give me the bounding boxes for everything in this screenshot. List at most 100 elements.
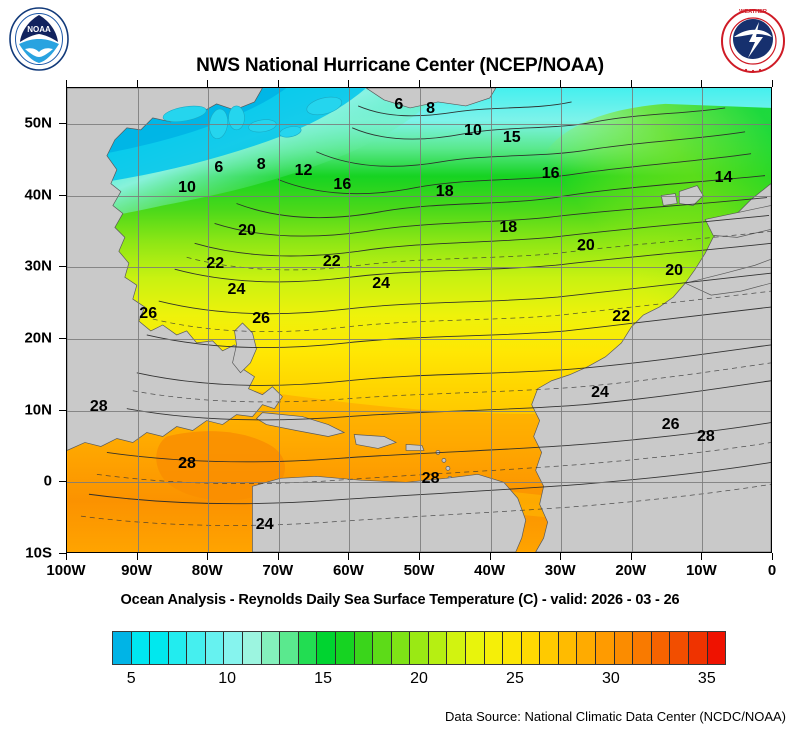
colorbar-cell[interactable]: [113, 632, 132, 664]
colorbar-cell[interactable]: [651, 632, 671, 664]
y-axis-label: 10S: [25, 544, 52, 562]
x-axis-tick: [630, 80, 632, 87]
x-axis-tick: [277, 553, 279, 560]
x-axis-label: 20W: [615, 562, 647, 579]
colorbar-cell[interactable]: [707, 632, 726, 664]
contour-label: 28: [421, 469, 440, 487]
gridline-vertical: [631, 88, 633, 552]
colorbar-cell[interactable]: [373, 632, 392, 664]
contour-label: 20: [665, 261, 684, 279]
x-axis-tick: [630, 553, 632, 560]
colorbar-cell[interactable]: [317, 632, 336, 664]
y-axis-label: 50N: [24, 114, 52, 132]
colorbar-cell[interactable]: [484, 632, 504, 664]
colorbar-cell[interactable]: [503, 632, 522, 664]
y-axis-label: 30N: [24, 257, 52, 275]
colorbar-cell[interactable]: [540, 632, 559, 664]
x-axis-label: 40W: [474, 562, 506, 579]
colorbar-cell[interactable]: [428, 632, 448, 664]
colorbar-cell[interactable]: [224, 632, 244, 664]
colorbar-cell[interactable]: [168, 632, 188, 664]
colorbar-cell[interactable]: [447, 632, 466, 664]
colorbar-cell[interactable]: [261, 632, 281, 664]
gridline-vertical: [349, 88, 351, 552]
colorbar-cell[interactable]: [521, 632, 541, 664]
contour-label: 22: [612, 308, 631, 326]
x-axis-tick: [348, 553, 350, 560]
contour-label: 22: [206, 254, 225, 272]
y-axis-tick: [59, 194, 66, 196]
x-axis-label: 0: [767, 562, 777, 579]
contour-label: 18: [435, 182, 454, 200]
x-axis-tick: [136, 80, 138, 87]
x-axis-tick: [207, 553, 209, 560]
colorbar-cell[interactable]: [150, 632, 169, 664]
colorbar-cell[interactable]: [670, 632, 689, 664]
colorbar-cell[interactable]: [335, 632, 355, 664]
x-axis-label: 30W: [544, 562, 576, 579]
gridline-vertical: [702, 88, 704, 552]
y-axis-tick: [59, 122, 66, 124]
x-axis-tick: [136, 553, 138, 560]
colorbar-cell[interactable]: [633, 632, 652, 664]
gridline-horizontal: [67, 410, 771, 412]
gridline-horizontal: [67, 482, 771, 484]
contour-label: 26: [139, 304, 158, 322]
colorbar-cell[interactable]: [354, 632, 374, 664]
contour-label: 8: [426, 99, 436, 117]
y-axis-tick: [59, 553, 66, 554]
nws-logo-text: WEATHER: [739, 9, 767, 15]
contour-label: 16: [333, 175, 352, 193]
map-caption: Ocean Analysis - Reynolds Daily Sea Surf…: [120, 592, 680, 608]
colorbar-cell[interactable]: [280, 632, 299, 664]
colorbar-cell[interactable]: [205, 632, 225, 664]
colorbar[interactable]: [112, 631, 726, 665]
x-axis-tick: [207, 80, 209, 87]
contour-label: 24: [372, 274, 391, 292]
colorbar-cell[interactable]: [465, 632, 485, 664]
colorbar-cell[interactable]: [187, 632, 206, 664]
noaa-logo: NOAA: [9, 7, 69, 71]
colorbar-cell[interactable]: [577, 632, 597, 664]
y-axis-label: 20N: [24, 329, 52, 347]
colorbar-cell[interactable]: [596, 632, 615, 664]
x-axis-tick: [560, 80, 562, 87]
x-axis-label: 100W: [46, 562, 86, 579]
colorbar-cell[interactable]: [410, 632, 429, 664]
gridline-horizontal: [67, 267, 771, 269]
y-axis-tick: [59, 481, 66, 483]
colorbar-cell[interactable]: [614, 632, 634, 664]
x-axis-tick: [419, 80, 420, 87]
gridline-vertical: [137, 88, 139, 552]
map-plot-area[interactable]: 6 8 10 15 6 8 12 16 16 14 10 18 18 20 22 22 24 24 20 20 26 26…: [66, 87, 772, 553]
contour-label: 26: [661, 415, 680, 433]
colorbar-cell[interactable]: [243, 632, 262, 664]
contour-label: 26: [252, 309, 271, 327]
data-source-note: Data Source: National Climatic Data Cent…: [445, 709, 786, 724]
gridline-vertical: [420, 88, 421, 552]
colorbar-cell[interactable]: [688, 632, 708, 664]
colorbar-cell[interactable]: [298, 632, 318, 664]
x-axis-label: 10W: [685, 562, 717, 579]
y-axis-label: 10N: [24, 401, 52, 419]
colorbar-cell[interactable]: [391, 632, 411, 664]
contour-label: 28: [89, 398, 108, 416]
x-axis-label: 90W: [121, 562, 153, 579]
contour-label: 24: [227, 281, 246, 299]
x-axis-tick: [66, 553, 67, 560]
sst-map-canvas: [67, 88, 771, 552]
contour-label: 6: [394, 96, 404, 114]
contour-label: 15: [502, 129, 521, 147]
gridline-vertical: [561, 88, 563, 552]
x-axis-tick: [560, 553, 562, 560]
x-axis-tick: [701, 553, 703, 560]
colorbar-tick-label: 25: [506, 670, 524, 687]
colorbar-cell[interactable]: [131, 632, 151, 664]
colorbar-cells[interactable]: [112, 631, 726, 665]
contour-label: 24: [255, 516, 274, 534]
colorbar-cell[interactable]: [558, 632, 578, 664]
x-axis-tick: [419, 553, 420, 560]
gridline-vertical: [490, 88, 492, 552]
colorbar-tick-label: 30: [601, 670, 620, 687]
nws-logo: WEATHER: [721, 9, 785, 73]
